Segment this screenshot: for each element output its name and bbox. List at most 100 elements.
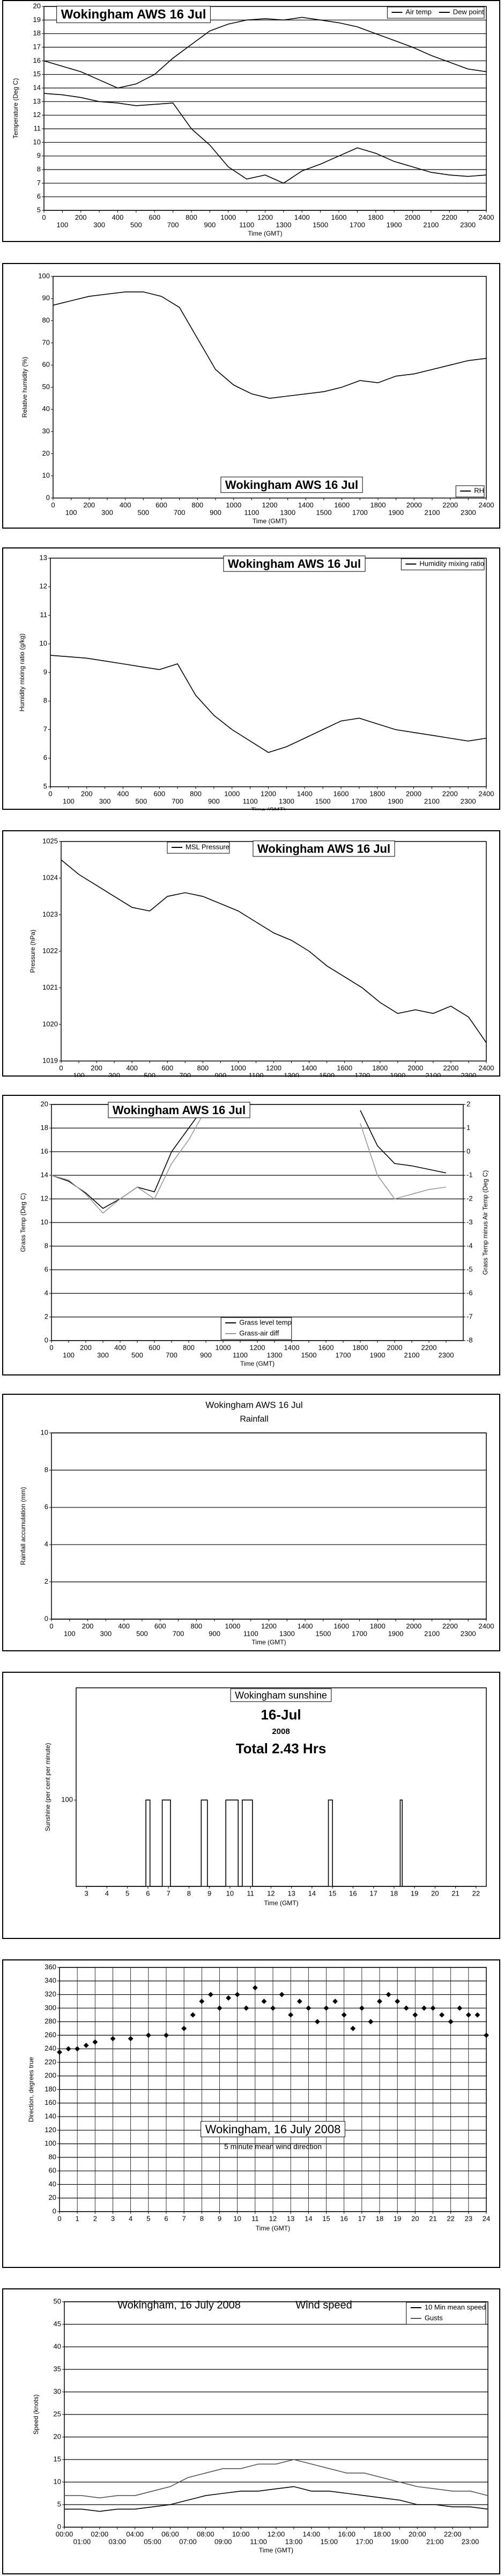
y-tick-label: 20 [49, 2193, 56, 2201]
x-tick-label: 1800 [368, 213, 383, 221]
x-tick-label: 400 [120, 501, 131, 509]
y-tick-label: 10 [41, 1428, 48, 1436]
chart-panel: 1019 1020 1021 1022 1023 1024 1025 0 100 200 300 40… [2, 830, 500, 1077]
x-tick-label: 800 [190, 789, 202, 797]
y2-tick-label: -7 [466, 1312, 473, 1320]
legend: Air temp Dew point [387, 6, 485, 19]
chart-title: Wokingham AWS 16 Jul [113, 1103, 246, 1117]
y-tick-label: 360 [45, 1963, 56, 1971]
x-tick-label: 1300 [279, 1629, 295, 1637]
x-tick-label: 7 [182, 2214, 186, 2222]
chart-panel: 100 3 4 5 6 7 8 9 10 11 12 13 14 15 16 17 18 19 20 21 22 Time… [2, 1672, 500, 1939]
x-tick-label: 100 [64, 1629, 76, 1637]
x-tick-label: 16:00 [338, 2530, 355, 2538]
x-tick-label: 1900 [388, 1629, 404, 1637]
y-tick-label: 4 [45, 1540, 48, 1548]
y-axis-label: Grass Temp (Deg C) [19, 1193, 27, 1252]
x-tick-label: 16 [349, 1889, 357, 1897]
x-tick-label: 2400 [479, 789, 494, 797]
x-tick-label: 100 [63, 797, 75, 805]
legend-box [401, 558, 485, 570]
y-tick-label: 220 [45, 2058, 56, 2066]
x-tick-label: 2300 [439, 1351, 454, 1359]
x-tick-label: 900 [200, 1351, 212, 1359]
y-tick-label: 90 [42, 294, 50, 302]
y-tick-label: 8 [37, 165, 41, 173]
x-tick-label: 1300 [267, 1351, 283, 1359]
plot-frame [53, 276, 487, 499]
x-tick-label: 3 [111, 2214, 115, 2222]
x-tick-label: 6 [146, 1889, 150, 1897]
y2-tick-label: -4 [466, 1241, 473, 1249]
plot-frame [43, 6, 487, 211]
chart-subtitle: Wind speed [295, 2299, 352, 2311]
chart-title: Wokingham AWS 16 Jul [257, 842, 390, 855]
x-tick-label: 200 [75, 213, 87, 221]
x-tick-label: 700 [167, 221, 179, 229]
y-tick-label: 120 [45, 2126, 56, 2134]
x-tick-label: 1200 [262, 501, 278, 509]
series-line [43, 93, 487, 184]
y-tick-label: 6 [43, 753, 47, 762]
scatter-point [448, 2019, 454, 2025]
x-tick-label: 1000 [226, 501, 241, 509]
series-line [51, 1109, 447, 1214]
x-tick-label: 2300 [461, 1629, 476, 1637]
y-tick-label: 10 [41, 1218, 48, 1226]
x-tick-label: 1500 [315, 1629, 331, 1637]
x-axis-label: Time (GMT) [251, 1638, 286, 1646]
x-tick-label: 2100 [424, 797, 440, 805]
x-tick-label: 17 [358, 2214, 366, 2222]
x-tick-label: 500 [130, 221, 142, 229]
x-axis-label: Time (GMT) [256, 2224, 290, 2232]
x-tick-label: 13 [287, 1889, 295, 1897]
x-tick-label: 300 [93, 221, 105, 229]
y2-axis-label: Grass Temp minus Air Temp (Deg C) [481, 1170, 489, 1275]
x-tick-label: 1800 [370, 501, 386, 509]
x-axis-label: Time (GMT) [264, 1899, 298, 1907]
x-tick-label: 0 [51, 501, 55, 509]
y-tick-label: 19 [33, 16, 41, 24]
x-tick-label: 1200 [266, 1064, 281, 1072]
y-tick-label: 260 [45, 2031, 56, 2039]
y-tick-label: 13 [33, 97, 41, 105]
series-line [61, 859, 487, 1043]
x-tick-label: 600 [153, 789, 165, 797]
y-axis-label: Pressure (hPa) [29, 930, 36, 973]
y2-tick-label: 0 [466, 1147, 470, 1155]
chart-panel: 0102030405060708090100010020030040050060… [2, 263, 500, 529]
x-tick-label: 1900 [370, 1351, 386, 1359]
y2-tick-label: -5 [466, 1265, 473, 1273]
x-tick-label: 21 [429, 2214, 436, 2222]
x-tick-label: 13:00 [285, 2537, 303, 2545]
x-tick-label: 1700 [350, 221, 365, 229]
x-tick-label: 17 [369, 1889, 377, 1897]
scatter-point [181, 2025, 187, 2031]
x-tick-label: 19 [411, 1889, 418, 1897]
y-tick-label: 50 [54, 2297, 61, 2305]
x-tick-label: 2200 [442, 213, 457, 221]
y-tick-label: 13 [40, 553, 47, 561]
y-tick-label: 100 [38, 272, 50, 280]
x-tick-label: 10 [226, 1889, 234, 1897]
x-tick-label: 21 [451, 1889, 459, 1897]
y-tick-label: 160 [45, 2098, 56, 2106]
x-tick-label: 100 [57, 221, 69, 229]
chart-panel: 0 5 10 15 20 25 30 35 40 45 50 00:0001:0002:0003:00… [2, 2288, 500, 2574]
x-tick-label: 200 [81, 789, 93, 797]
x-tick-label: 20 [431, 1889, 439, 1897]
chart-title: Wokingham AWS 16 Jul [225, 478, 358, 492]
x-tick-label: 24 [483, 2214, 490, 2222]
x-tick-label: 1400 [298, 1622, 313, 1630]
x-tick-label: 2400 [479, 1622, 494, 1630]
x-tick-label: 2000 [407, 1064, 423, 1072]
chart-title-box [220, 477, 363, 493]
x-tick-label: 1400 [284, 1343, 300, 1351]
x-tick-label: 800 [191, 501, 203, 509]
series-line [86, 1799, 476, 1887]
legend-label: Grass-air diff [239, 1329, 279, 1337]
x-tick-label: 18:00 [373, 2530, 391, 2538]
x-tick-label: 1600 [337, 1064, 352, 1072]
series-line [64, 2459, 488, 2499]
x-tick-label: 2200 [421, 1343, 437, 1351]
